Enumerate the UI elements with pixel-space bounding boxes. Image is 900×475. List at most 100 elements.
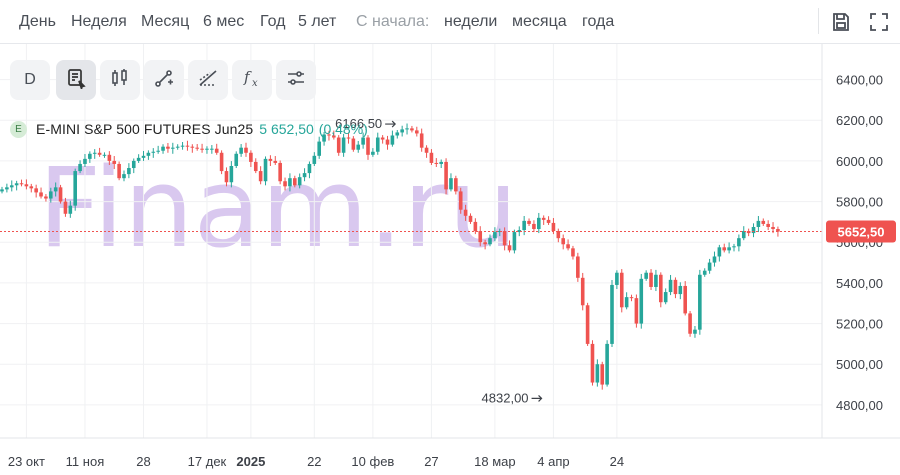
candle-body [439,161,443,164]
fullscreen-icon[interactable] [867,10,891,34]
line-tool-icon [153,67,175,94]
template-button[interactable] [56,60,96,100]
candle-body [175,146,180,148]
y-tick-label: 6200,00 [836,113,883,128]
candle-body [541,217,546,220]
candle-body [629,297,634,299]
candle-body [390,135,395,145]
candle-body [380,137,385,140]
candle-body [576,256,580,278]
fib-button[interactable] [188,60,228,100]
candle-body [707,262,712,271]
candle-body [73,171,77,206]
candle-body [375,137,380,152]
since-year-button[interactable]: года [582,13,615,30]
last-price-tag [826,220,896,243]
candle-body [517,230,522,233]
last-price-label: 5652,50 [838,225,885,240]
period-year-button[interactable]: Год [260,13,286,30]
candle-body [97,152,102,155]
x-tick-label: 10 фев [351,454,394,469]
candle-body [278,162,282,182]
candle-body [737,238,741,247]
candle-body [619,272,624,308]
save-icon[interactable] [829,10,853,34]
period-month-button[interactable]: Месяц [141,13,190,30]
chart-overlay: 6166,50 4832,00 [0,116,822,405]
candle-body [605,343,609,385]
candle-body [751,226,756,234]
candle-body [493,232,497,239]
candle-body [214,148,219,153]
candle-body [151,151,156,153]
candle-body [458,191,463,210]
arrow-icon [531,394,543,402]
period-week-button[interactable]: Неделя [71,13,127,30]
candle-body [293,178,297,186]
instrument-name[interactable]: E-MINI S&P 500 FUTURES Jun25 [36,121,254,137]
candle-body [424,147,429,153]
candle-body [219,152,224,172]
candle-body [454,178,458,192]
x-tick-label: 11 ноя [66,454,105,469]
candle-body [161,146,165,151]
candle-body [776,229,780,232]
candle-body [88,153,92,159]
candle-body [571,248,575,257]
candle-body [249,152,253,162]
candle-body [195,147,199,149]
candle-body [171,147,175,149]
candle-body [410,128,414,131]
indicators-button[interactable]: f x [232,60,272,100]
candle-body [444,161,448,190]
candle-body [449,178,453,190]
candle-body [283,181,287,187]
x-tick-label: 28 [136,454,150,469]
candle-body [741,231,746,239]
candle-body [551,222,556,232]
candle-body [117,163,121,179]
candle-body [268,158,273,161]
candle-body [58,187,63,202]
candle-body [131,160,136,169]
svg-text:x: x [252,78,258,89]
candle-body [590,343,595,383]
candle-body [224,171,229,183]
instrument-legend: E E-MINI S&P 500 FUTURES Jun25 5 652,50 … [10,119,368,139]
candle-body [146,152,151,156]
candle-body [468,215,473,222]
period-6m-button[interactable]: 6 мес [203,13,245,30]
candle-body [112,160,117,164]
candle-body [488,238,492,245]
settings-button[interactable] [276,60,316,100]
y-tick-label: 6400,00 [836,73,883,88]
candle-body [478,231,483,243]
candle-body [546,219,551,223]
candle-body [210,148,214,150]
candle-body [624,297,629,308]
candle-body [497,231,502,233]
candlestick-icon [109,67,131,94]
since-month-button[interactable]: месяца [512,13,567,30]
period-day-button[interactable]: День [19,13,56,30]
candle-body [615,272,619,285]
since-week-button[interactable]: недели [444,13,498,30]
y-tick-label: 5800,00 [836,195,883,210]
interval-label: D [24,71,36,88]
candle-body [405,128,409,130]
candle-body [312,155,317,164]
candle-body [663,292,668,303]
candle-body [585,305,590,344]
x-tick-label: 2025 [236,454,265,469]
interval-button[interactable]: D [10,60,50,100]
chart-type-button[interactable] [100,60,140,100]
toolbar-divider [818,8,819,34]
period-5y-button[interactable]: 5 лет [298,13,337,30]
line-tool-button[interactable] [144,60,184,100]
candle-body [610,284,614,344]
candle-body [336,137,341,153]
candle-body [297,177,302,186]
candle-body [644,272,648,279]
x-tick-label: 17 дек [188,454,227,469]
